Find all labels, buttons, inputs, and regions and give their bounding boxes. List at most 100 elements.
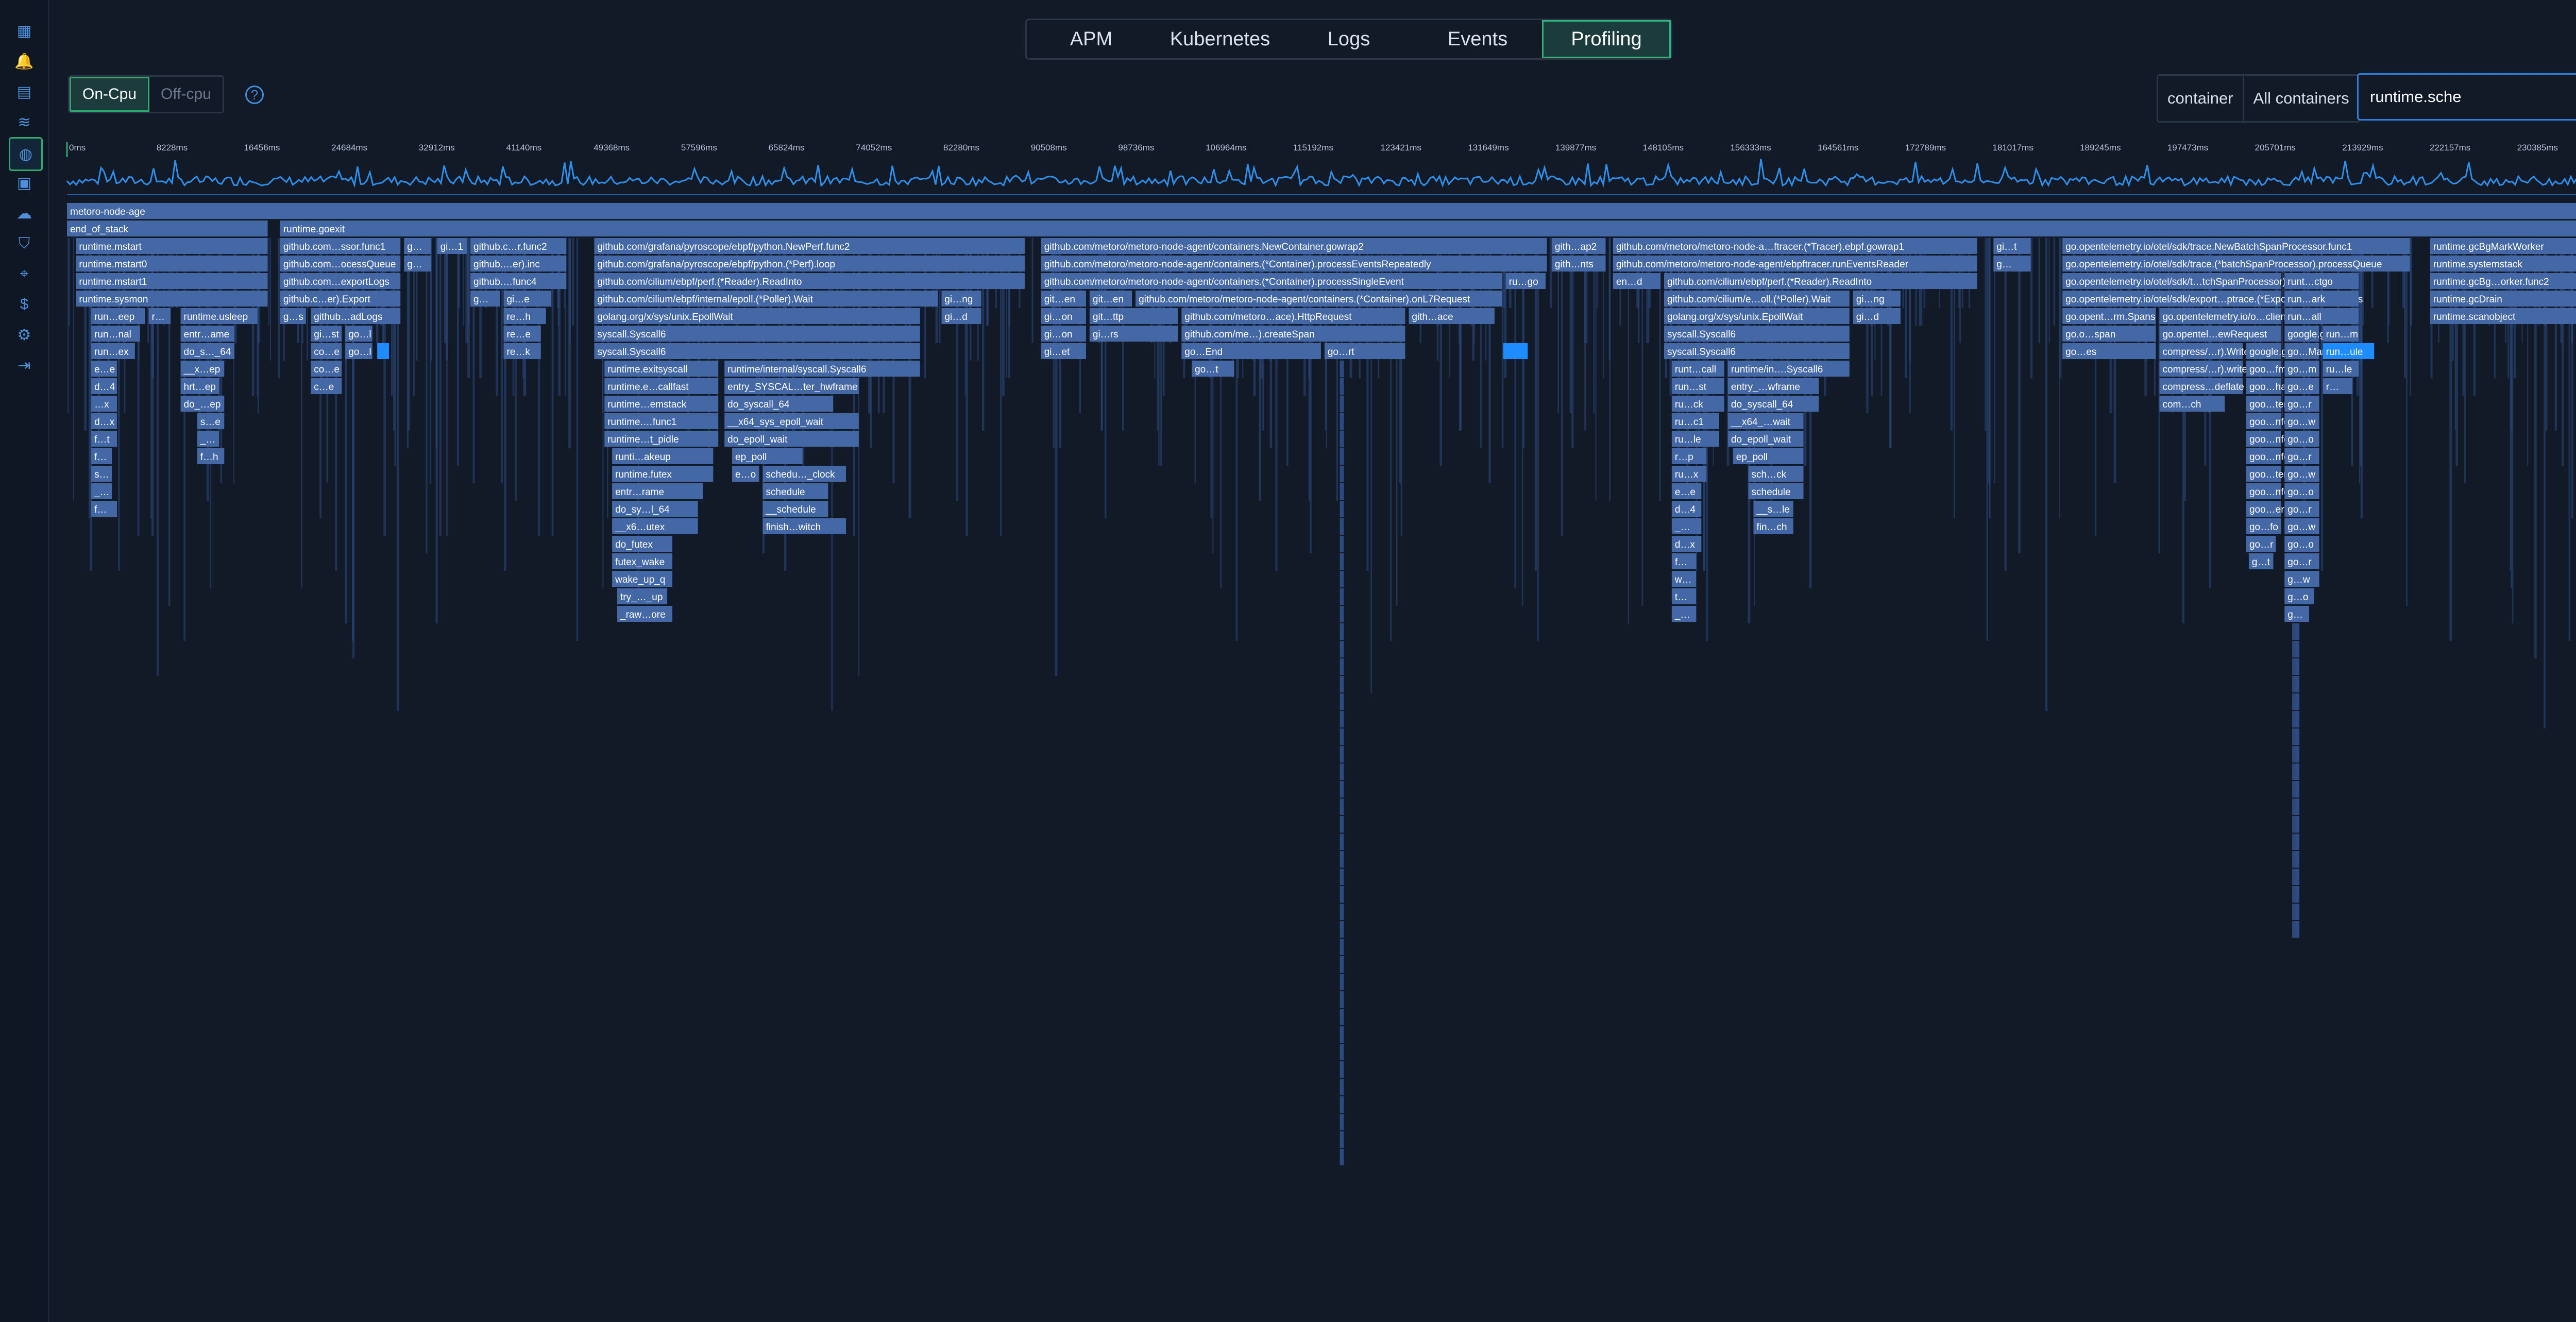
deep-stack-frame: [1340, 711, 1344, 727]
flame-frame: [1089, 291, 1132, 307]
flame-frame-label: d…4: [94, 382, 115, 393]
flame-frame: [2246, 518, 2281, 534]
container-select[interactable]: All containers: [2242, 76, 2359, 121]
timeline-tick: 205701ms: [2255, 143, 2296, 152]
dashboard-icon[interactable]: ▦: [16, 22, 32, 40]
deep-stack-frame: [2292, 921, 2300, 938]
flame-frame: [1551, 238, 1606, 254]
flame-frame-label: wake_up_q: [615, 574, 665, 585]
flame-frame-label: runti…akeup: [615, 452, 671, 463]
thin-stack-frame: [463, 238, 464, 326]
thin-stack-frame: [151, 238, 154, 536]
flame-frame: [594, 256, 1025, 272]
flame-frame: [1993, 256, 2031, 272]
timeline-tick: 16456ms: [244, 143, 280, 152]
deep-stack-frame: [1340, 886, 1344, 903]
flame-frame-label: goo…hal: [2249, 382, 2289, 393]
flame-frame-label: runtime.gcBg…orker.func2: [2433, 277, 2549, 287]
flame-frame-label: github.com/cilium/e…oll.(*Poller).Wait: [1667, 294, 1831, 305]
deep-stack-frame: [1340, 658, 1344, 675]
timeline-tick: 98736ms: [1118, 143, 1154, 152]
globe-icon[interactable]: ◍: [9, 137, 43, 171]
thin-stack-frame: [2534, 238, 2537, 658]
tab-events[interactable]: Events: [1447, 28, 1508, 50]
flame-frame: [2246, 343, 2281, 359]
flame-frame-label: runtime.sysmon: [79, 294, 148, 305]
flame-frame: [91, 396, 117, 412]
flame-frame-label: f…: [1675, 557, 1687, 568]
flame-frame: [2246, 413, 2281, 429]
flame-frame-label: _…: [94, 487, 110, 498]
thin-stack-frame: [2030, 238, 2033, 378]
flame-frame-label: ru…c1: [1675, 417, 1704, 428]
logout-icon[interactable]: ⇥: [18, 357, 31, 374]
function-search-input[interactable]: [2357, 73, 2576, 121]
gear-icon[interactable]: ⚙: [17, 326, 31, 344]
thin-stack-frame: [301, 238, 302, 588]
thin-stack-frame: [1985, 238, 1987, 431]
deep-stack-frame: [2292, 851, 2300, 868]
thin-stack-frame: [572, 238, 574, 326]
flame-frame-label: _…: [1674, 609, 1690, 620]
cloud-icon[interactable]: ☁: [16, 205, 32, 222]
shield-icon[interactable]: ⛉: [18, 235, 30, 252]
thin-stack-frame: [1595, 238, 1597, 501]
bell-icon[interactable]: 🔔: [14, 53, 34, 70]
thin-stack-frame: [413, 238, 415, 396]
flame-frame: [2323, 378, 2353, 394]
flame-frame-label: __x64_…wait: [1731, 417, 1791, 428]
flame-frame-label: github.…func4: [473, 277, 537, 287]
thin-stack-frame: [1909, 238, 1911, 413]
flame-frame-label: ru…le: [2326, 364, 2352, 375]
deep-stack-frame: [1340, 501, 1344, 517]
tab-logs[interactable]: Logs: [1327, 28, 1370, 50]
help-icon[interactable]: ?: [245, 86, 264, 104]
server-icon[interactable]: ▣: [16, 174, 32, 192]
flame-frame-label: goo…er: [2249, 504, 2284, 515]
flame-frame-label: golang.org/x/sys/unix.EpollWait: [597, 312, 733, 323]
flame-frame-label: c…e: [314, 382, 334, 393]
deep-stack-frame: [1340, 851, 1344, 868]
on-cpu-option[interactable]: On-Cpu: [70, 77, 150, 112]
flame-frame-label: runtime.mstart0: [79, 259, 147, 270]
dollar-icon[interactable]: $: [20, 296, 29, 313]
tab-profiling[interactable]: Profiling: [1542, 20, 1671, 58]
thin-stack-frame: [396, 238, 399, 711]
flame-frame: [604, 378, 719, 394]
thin-stack-frame: [2464, 238, 2466, 483]
flame-frame: [617, 606, 673, 622]
cpu-sparkline: [66, 159, 2576, 188]
tab-kubernetes[interactable]: Kubernetes: [1170, 28, 1270, 50]
flame-frame: [180, 361, 225, 377]
deep-stack-frame: [1340, 378, 1344, 395]
thin-stack-frame: [2094, 238, 2097, 536]
flame-frame-label: github.c…r.func2: [473, 242, 547, 252]
flame-frame: [2246, 501, 2281, 517]
flame-frame: [2246, 483, 2281, 499]
thin-stack-frame: [1889, 238, 1892, 448]
document-icon[interactable]: ▤: [16, 83, 32, 100]
telescope-icon[interactable]: ⌖: [20, 265, 29, 282]
flame-frame: [2062, 326, 2156, 342]
thin-stack-frame: [458, 238, 460, 308]
waveform-icon[interactable]: ≋: [18, 113, 31, 131]
flame-frame: [76, 256, 268, 272]
thin-stack-frame: [1008, 238, 1010, 378]
thin-stack-frame: [73, 238, 75, 501]
flame-frame: [503, 291, 551, 307]
thin-stack-frame: [2562, 238, 2564, 466]
tab-apm[interactable]: APM: [1070, 28, 1113, 50]
flame-frame-label: g…t: [2252, 557, 2270, 568]
thin-stack-frame: [999, 238, 1002, 536]
timeline-tick: 32912ms: [419, 143, 455, 152]
thin-stack-frame: [406, 238, 409, 448]
deep-stack-frame: [1340, 606, 1344, 622]
off-cpu-option[interactable]: Off-cpu: [161, 86, 211, 103]
thin-stack-frame: [351, 238, 354, 641]
flame-frame-label: run…ule: [2326, 347, 2363, 358]
flame-frame-label: github.com/grafana/pyroscope/ebpf/python…: [597, 259, 835, 270]
flame-frame: [2284, 536, 2319, 552]
flame-frame-label: github.com/metoro/metoro-node-agent/cont…: [1044, 242, 1364, 252]
flame-frame-label: e…e: [1675, 487, 1696, 498]
thin-stack-frame: [965, 238, 968, 536]
